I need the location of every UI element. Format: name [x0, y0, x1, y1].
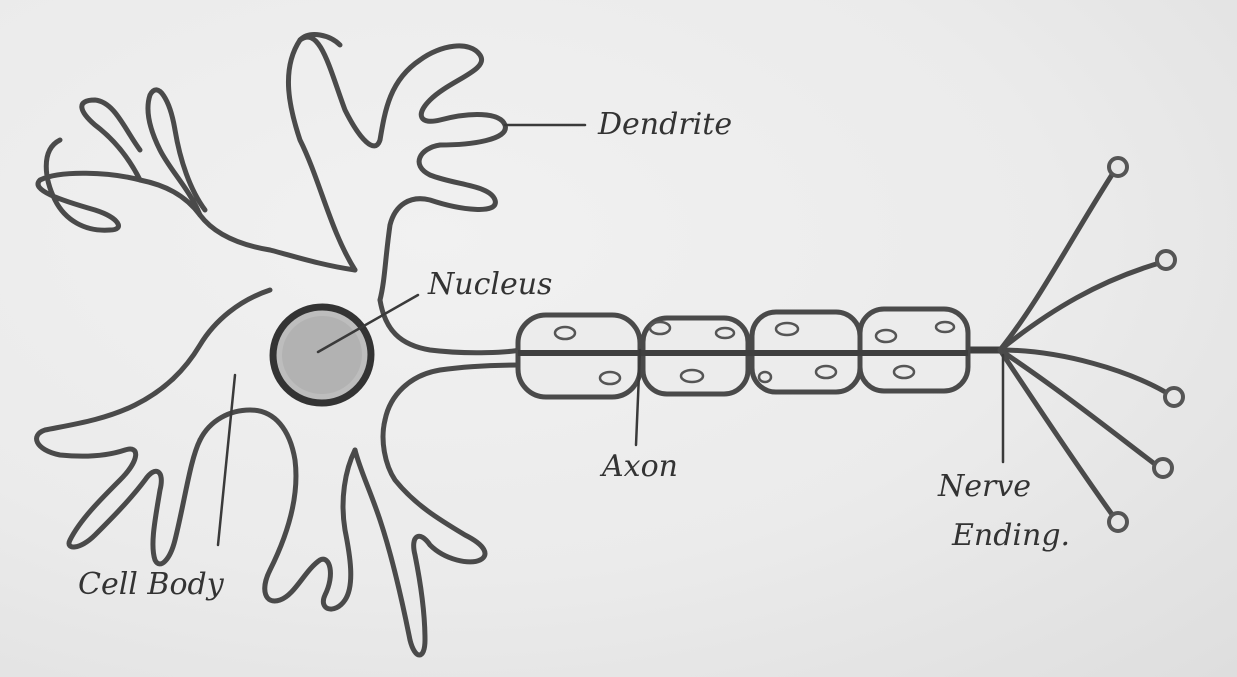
nerve-endings	[997, 156, 1185, 533]
nerve-ending-label-line1: Nerve	[937, 469, 1031, 504]
nucleus-label: Nucleus	[427, 267, 552, 302]
terminal-bulb	[1107, 156, 1129, 178]
terminal-bulb	[1107, 511, 1129, 533]
nucleus	[269, 303, 375, 407]
lower-dendrites	[34, 287, 488, 658]
axon-leader-line	[634, 348, 642, 447]
upper-dendrites	[35, 32, 508, 303]
cell-body	[377, 297, 523, 423]
dendrite-label: Dendrite	[597, 107, 732, 142]
labels: Dendrite Nucleus Axon Nerve Ending. Cell…	[78, 107, 1070, 602]
axon-label: Axon	[599, 449, 678, 484]
terminal-bulb	[1163, 386, 1185, 408]
myelin-sheath	[515, 306, 971, 400]
cell-body-leader-line	[216, 373, 237, 547]
nucleus-leader-line	[316, 293, 420, 354]
cell-body-label: Cell Body	[78, 567, 225, 602]
terminal-bulb	[1155, 249, 1177, 271]
nerve-ending-label-line2: Ending.	[951, 518, 1070, 553]
leader-lines	[216, 123, 1005, 547]
terminal-bulb	[1152, 457, 1174, 479]
